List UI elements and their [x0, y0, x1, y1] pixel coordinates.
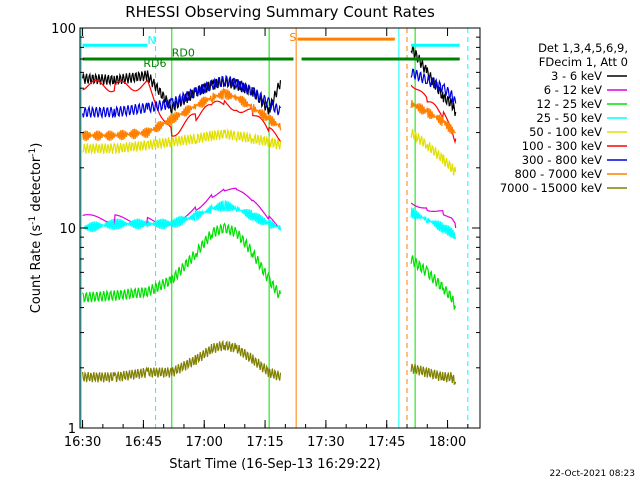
- chart-title: RHESSI Observing Summary Count Rates: [125, 3, 435, 21]
- legend-label-0: 3 - 6 keV: [551, 69, 602, 83]
- x-tick-label-6: 18:00: [429, 435, 466, 450]
- legend-label-4: 50 - 100 keV: [529, 125, 602, 139]
- x-tick-label-1: 16:45: [125, 435, 162, 450]
- legend-label-1: 6 - 12 keV: [544, 83, 602, 97]
- series-line-3: [82, 200, 457, 240]
- annotation-1: RD6: [143, 57, 166, 70]
- legend-label-5: 100 - 300 keV: [522, 139, 602, 153]
- legend-label-2: 12 - 25 keV: [536, 97, 602, 111]
- x-tick-label-5: 17:45: [368, 435, 405, 450]
- x-axis-label: Start Time (16-Sep-13 16:29:22): [169, 457, 380, 472]
- legend-label-7: 800 - 7000 keV: [514, 167, 602, 181]
- y-tick-label-2: 100: [51, 22, 76, 37]
- legend: Det 1,3,4,5,6,9,FDecim 1, Att 03 - 6 keV…: [500, 41, 628, 195]
- legend-label-8: 7000 - 15000 keV: [500, 181, 602, 195]
- annotation-3: S: [289, 31, 296, 44]
- legend-label-6: 300 - 800 keV: [522, 153, 602, 167]
- x-tick-label-3: 17:15: [246, 435, 283, 450]
- x-tick-label-0: 16:30: [64, 435, 101, 450]
- plot-area: N RD6 RD0 S: [80, 28, 469, 428]
- series-line-6: [82, 68, 457, 120]
- series-line-8: [82, 339, 457, 385]
- x-tick-label-4: 17:30: [307, 435, 344, 450]
- annotation-0: N: [147, 34, 155, 47]
- annotation-2: RD0: [172, 47, 195, 60]
- timestamp-stamp: 22-Oct-2021 08:23: [550, 469, 635, 479]
- y-tick-label-1: 10: [59, 222, 76, 237]
- y-axis-label: Count Rate (s-1 detector-1): [28, 143, 44, 314]
- series-line-7: [82, 87, 456, 141]
- y-tick-label-0: 1: [68, 422, 76, 437]
- series-line-4: [82, 127, 457, 176]
- x-tick-label-2: 17:00: [185, 435, 222, 450]
- legend-header-1: FDecim 1, Att 0: [539, 55, 628, 69]
- axes: 16:30 16:45 17:00 17:15 17:30 17:45 18:00 1 10 10…: [51, 22, 481, 450]
- legend-label-3: 25 - 50 keV: [536, 111, 602, 125]
- legend-header-0: Det 1,3,4,5,6,9,: [538, 41, 628, 55]
- series-line-2: [82, 222, 457, 310]
